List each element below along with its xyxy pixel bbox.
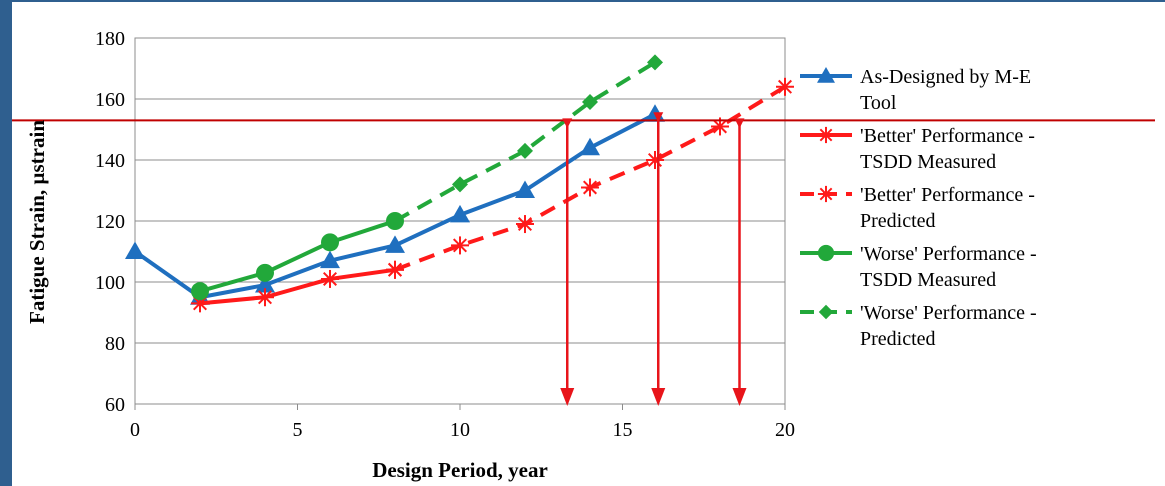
axes — [134, 37, 786, 410]
circle-marker — [256, 263, 274, 282]
legend-label: Predicted — [860, 328, 936, 350]
star-marker — [256, 288, 274, 307]
arrow-head — [651, 388, 666, 406]
star-marker — [516, 215, 534, 234]
circle-marker — [817, 244, 835, 262]
legend-label: 'Better' Performance - — [860, 125, 1035, 147]
legend-label: 'Worse' Performance - — [860, 302, 1037, 324]
legend-item: 'Worse' Performance - Predicted — [800, 302, 1037, 350]
x-tick-label: 15 — [613, 419, 633, 441]
x-tick-label: 0 — [130, 419, 140, 441]
triangle-marker — [255, 275, 275, 293]
triangle-marker — [125, 241, 145, 259]
y-tick-label: 140 — [95, 150, 125, 172]
diamond-marker — [582, 94, 598, 111]
legend-item: 'Worse' Performance - TSDD Measured — [800, 243, 1037, 291]
data-series — [125, 54, 794, 313]
series-4 — [387, 54, 663, 229]
legend-item: 'Better' Performance - Predicted — [800, 184, 1035, 232]
triangle-marker — [450, 204, 470, 223]
legend-label: Tool — [860, 92, 897, 114]
star-marker — [386, 260, 404, 279]
triangle-marker — [580, 137, 600, 156]
x-axis-title: Design Period, year — [372, 458, 548, 482]
triangle-marker — [320, 250, 340, 269]
arrow-head — [732, 388, 747, 406]
arrow-head — [560, 388, 575, 406]
series-2 — [386, 77, 794, 279]
y-tick-label: 180 — [95, 28, 125, 50]
arrow-top — [734, 118, 745, 129]
y-tick-label: 60 — [105, 394, 125, 416]
arrow-top — [562, 118, 573, 129]
star-marker — [776, 77, 794, 96]
y-tick-labels: 60 80 100 120 140 160 180 — [95, 28, 125, 416]
star-marker — [191, 294, 209, 313]
legend-label: TSDD Measured — [860, 269, 996, 291]
diamond-marker — [452, 176, 468, 193]
y-tick-label: 100 — [95, 272, 125, 294]
arrow-top — [653, 112, 664, 123]
triangle-marker — [817, 67, 835, 83]
series-line — [394, 85, 787, 272]
legend-label: 'Worse' Performance - — [860, 243, 1037, 265]
diamond-marker — [387, 213, 403, 229]
y-tick-label: 160 — [95, 89, 125, 111]
star-marker — [817, 185, 835, 203]
legend-label: 'Better' Performance - — [860, 184, 1035, 206]
y-axis-title: Fatigue Strain, µstrain — [25, 120, 49, 324]
x-tick-label: 5 — [293, 419, 303, 441]
y-tick-label: 80 — [105, 333, 125, 355]
x-tick-label: 10 — [450, 419, 470, 441]
series-line — [199, 267, 396, 306]
series-line — [199, 219, 396, 294]
series-3 — [191, 212, 404, 301]
star-marker — [646, 151, 664, 169]
star-marker — [817, 126, 835, 144]
triangle-marker — [385, 235, 405, 253]
x-tick-labels: 0 5 10 15 20 — [130, 419, 795, 441]
legend-label: Predicted — [860, 210, 936, 232]
y-tick-label: 120 — [95, 211, 125, 233]
diamond-marker — [517, 142, 533, 159]
legend-label: As-Designed by M-E — [860, 66, 1031, 88]
star-marker — [321, 269, 339, 288]
chart-panel — [12, 2, 1165, 486]
diamond-marker — [647, 54, 663, 71]
design-life-arrows — [560, 112, 747, 406]
circle-marker — [321, 233, 339, 252]
x-tick-label: 20 — [775, 419, 795, 441]
star-marker — [581, 178, 599, 197]
legend: As-Designed by M-E Tool 'Better' Performan… — [800, 66, 1037, 350]
star-marker — [711, 117, 729, 136]
circle-marker — [191, 282, 209, 301]
legend-label: TSDD Measured — [860, 151, 996, 173]
legend-item: 'Better' Performance - TSDD Measured — [800, 125, 1035, 173]
triangle-marker — [515, 180, 535, 198]
diamond-marker — [818, 304, 834, 320]
legend-item: As-Designed by M-E Tool — [800, 66, 1031, 114]
star-marker — [451, 236, 469, 255]
